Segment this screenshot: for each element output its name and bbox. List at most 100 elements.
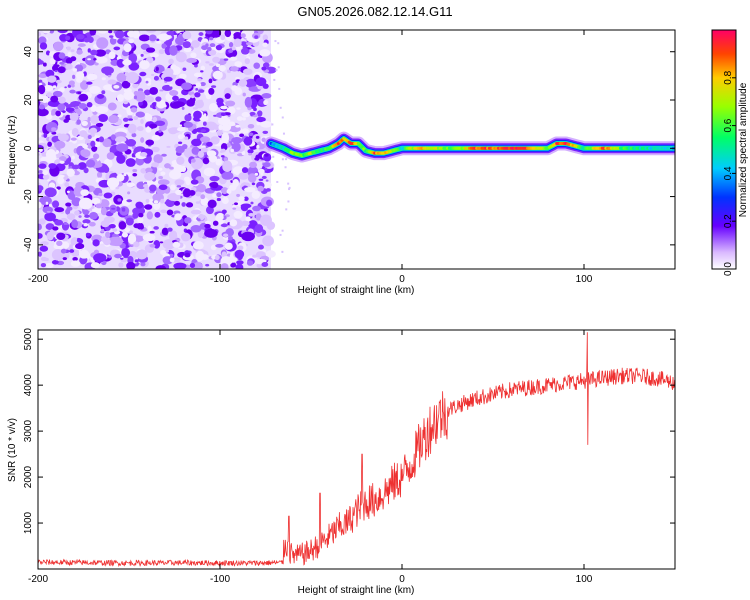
noise-blob — [105, 231, 111, 239]
noise-blob — [251, 182, 256, 186]
noise-blob — [233, 210, 243, 219]
noise-blob — [118, 221, 127, 230]
noise-blob — [143, 183, 149, 189]
noise-blob — [164, 67, 174, 77]
noise-blob — [140, 167, 148, 174]
noise-blob — [123, 91, 134, 101]
noise-blob — [195, 250, 205, 262]
noise-blob — [149, 184, 157, 192]
noise-blob — [184, 114, 192, 122]
noise-blob — [200, 81, 206, 87]
noise-blob — [156, 38, 160, 42]
noise-blob — [226, 142, 231, 148]
noise-blob — [183, 46, 192, 53]
noise-blob — [176, 127, 186, 132]
noise-blob — [195, 191, 202, 197]
noise-blob — [82, 219, 91, 224]
noise-blob — [256, 116, 266, 123]
noise-blob — [149, 243, 156, 248]
noise-blob — [180, 232, 191, 242]
noise-blob — [209, 182, 218, 188]
noise-blob — [92, 208, 97, 212]
noise-blob — [84, 214, 90, 218]
noise-blob — [117, 198, 122, 202]
noise-blob — [47, 75, 57, 83]
colorbar-tick-label: 0.0 — [723, 262, 734, 276]
noise-blob — [265, 188, 271, 192]
noise-blob — [121, 80, 131, 89]
noise-blob — [138, 34, 150, 42]
noise-blob — [164, 223, 169, 228]
noise-blob — [247, 149, 254, 154]
noise-blob — [168, 58, 174, 65]
noise-blob — [209, 175, 220, 182]
noise-blob — [185, 202, 194, 208]
noise-blob — [255, 135, 260, 139]
noise-blob — [125, 138, 137, 147]
noise-blob — [174, 213, 182, 221]
noise-blob — [151, 134, 161, 141]
noise-blob — [45, 148, 56, 160]
y-tick-label: 0 — [23, 145, 34, 151]
colorbar-label: Normalized spectral amplitude — [738, 82, 749, 217]
noise-blob — [112, 228, 118, 232]
noise-blob — [231, 142, 241, 152]
noise-blob — [252, 205, 262, 212]
noise-blob — [70, 49, 75, 53]
noise-blob — [167, 227, 173, 232]
noise-blob — [192, 241, 204, 250]
noise-blob — [48, 127, 52, 132]
noise-blob — [76, 119, 81, 125]
noise-blob — [156, 99, 166, 109]
noise-blob — [158, 184, 168, 191]
noise-blob — [207, 46, 212, 52]
noise-blob — [228, 235, 233, 241]
noise-blob — [50, 127, 57, 132]
noise-blob — [132, 169, 138, 173]
noise-blob — [77, 91, 82, 95]
noise-blob — [241, 183, 244, 187]
noise-blob — [94, 49, 107, 57]
noise-blob — [263, 99, 269, 106]
noise-blob — [179, 124, 183, 127]
noise-blob — [265, 179, 269, 182]
noise-blob — [215, 44, 223, 51]
noise-blob — [59, 61, 65, 65]
noise-blob — [85, 232, 90, 237]
noise-blob — [78, 249, 90, 259]
noise-blob — [221, 148, 226, 153]
y-tick-label: 40 — [23, 46, 34, 58]
noise-blob — [60, 248, 67, 254]
noise-blob — [77, 43, 86, 47]
x-tick-label: -100 — [210, 274, 230, 285]
noise-blob — [98, 30, 108, 34]
spectrogram-signal-track — [264, 131, 675, 163]
noise-blob — [70, 137, 77, 141]
noise-blob — [126, 261, 136, 269]
noise-blob — [51, 259, 59, 265]
noise-blob — [59, 87, 65, 93]
noise-blob — [90, 104, 97, 112]
noise-blob — [94, 56, 108, 64]
noise-blob — [241, 128, 249, 134]
noise-blob — [173, 262, 187, 269]
snr-x-label: Height of straight line (km) — [298, 585, 415, 596]
noise-blob — [96, 93, 105, 99]
noise-blob — [138, 101, 144, 106]
noise-blob — [216, 192, 222, 198]
noise-blob — [52, 90, 63, 98]
noise-blob — [168, 169, 182, 180]
noise-blob — [260, 214, 272, 226]
noise-blob — [40, 263, 47, 268]
noise-blob — [232, 207, 237, 210]
noise-blob — [79, 80, 89, 90]
spectrogram-x-label: Height of straight line (km) — [298, 285, 415, 296]
noise-blob — [220, 112, 226, 117]
noise-blob — [248, 213, 255, 217]
noise-blob — [228, 121, 236, 127]
noise-blob — [80, 149, 91, 158]
noise-blob — [130, 107, 138, 113]
noise-blob — [87, 58, 92, 61]
noise-blob — [166, 145, 171, 148]
noise-blob — [42, 174, 50, 180]
